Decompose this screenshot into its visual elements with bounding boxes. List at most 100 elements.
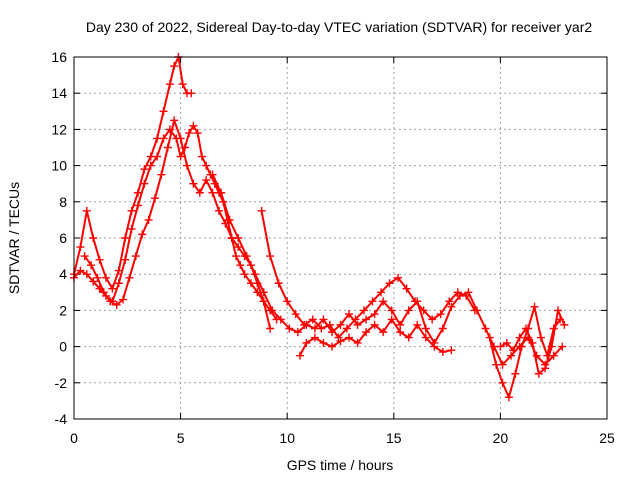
- data-point: [345, 310, 354, 319]
- series-line: [73, 124, 278, 320]
- y-tick-label: 2: [59, 302, 67, 318]
- data-point: [197, 152, 206, 161]
- data-point: [317, 324, 326, 333]
- data-point: [430, 342, 439, 351]
- data-point: [560, 320, 569, 329]
- data-point: [385, 279, 394, 288]
- data-point: [370, 310, 379, 319]
- data-point: [498, 378, 507, 387]
- data-point: [76, 243, 85, 252]
- x-axis-label: GPS time / hours: [287, 457, 394, 473]
- data-point: [176, 134, 185, 143]
- data-point: [257, 206, 266, 215]
- data-point: [187, 89, 196, 98]
- data-point: [127, 224, 136, 233]
- data-point: [195, 188, 204, 197]
- data-point: [547, 342, 556, 351]
- series-trace-8: [496, 306, 569, 378]
- y-tick-label: 14: [51, 85, 67, 101]
- data-point: [521, 324, 530, 333]
- data-point: [507, 351, 516, 360]
- data-point: [368, 297, 377, 306]
- data-point: [146, 161, 155, 170]
- data-point: [553, 306, 562, 315]
- data-point: [445, 297, 454, 306]
- data-point: [119, 295, 128, 304]
- data-point: [232, 252, 241, 261]
- x-tick-label: 25: [599, 430, 615, 446]
- data-point: [404, 306, 413, 315]
- data-point: [534, 369, 543, 378]
- data-point: [342, 324, 351, 333]
- data-point: [159, 107, 168, 116]
- data-point: [291, 310, 300, 319]
- data-point: [214, 206, 223, 215]
- data-point: [300, 320, 309, 329]
- data-point: [353, 338, 362, 347]
- data-point: [462, 291, 471, 300]
- data-point: [509, 346, 518, 355]
- data-point: [285, 324, 294, 333]
- data-point: [234, 234, 243, 242]
- y-tick-label: -2: [55, 375, 68, 391]
- x-tick-label: 10: [279, 430, 295, 446]
- data-point: [511, 369, 520, 378]
- data-point: [276, 315, 285, 324]
- data-point: [144, 215, 153, 224]
- data-point: [89, 277, 98, 286]
- series-line: [211, 174, 563, 366]
- data-point: [101, 273, 110, 282]
- data-point: [387, 306, 396, 315]
- data-point: [530, 302, 539, 311]
- data-point: [266, 324, 275, 333]
- data-point: [114, 279, 123, 288]
- data-point: [325, 320, 334, 329]
- x-tick-label: 5: [177, 430, 185, 446]
- data-point: [76, 266, 85, 275]
- data-point: [295, 351, 304, 360]
- data-point: [131, 252, 140, 261]
- data-point: [151, 194, 160, 203]
- data-point: [259, 297, 268, 306]
- series-line: [488, 305, 561, 399]
- data-point: [387, 315, 396, 324]
- data-point: [163, 143, 172, 152]
- data-point: [413, 320, 422, 329]
- data-point: [234, 243, 243, 252]
- series-line: [83, 119, 272, 329]
- data-point: [419, 306, 428, 315]
- data-point: [336, 337, 345, 346]
- data-point: [236, 261, 245, 270]
- data-series: [70, 53, 569, 402]
- data-point: [327, 342, 336, 351]
- data-point: [438, 324, 447, 333]
- data-point: [492, 360, 501, 369]
- data-point: [293, 328, 302, 337]
- data-point: [259, 288, 268, 297]
- data-point: [170, 116, 179, 125]
- data-point: [345, 333, 354, 342]
- data-point: [208, 170, 217, 179]
- y-tick-label: 4: [59, 266, 67, 282]
- data-point: [447, 346, 456, 355]
- data-point: [202, 161, 211, 170]
- data-point: [80, 252, 89, 261]
- data-point: [99, 288, 108, 297]
- data-point: [87, 261, 96, 270]
- data-point: [411, 297, 420, 306]
- data-point: [319, 315, 328, 324]
- data-point: [528, 338, 537, 347]
- series-line: [73, 56, 192, 290]
- data-point: [396, 328, 405, 337]
- grid-lines: [74, 57, 607, 419]
- data-point: [421, 324, 430, 333]
- data-point: [283, 297, 292, 306]
- tick-labels: 0 5 10 15 20 25 -4 -2 0 2 4 6 8 10 12 14 16: [51, 49, 615, 446]
- data-point: [394, 273, 403, 282]
- data-point: [362, 315, 371, 324]
- data-point: [496, 342, 505, 351]
- series-trace-2: [70, 121, 281, 324]
- x-tick-label: 20: [493, 430, 509, 446]
- data-point: [108, 284, 117, 293]
